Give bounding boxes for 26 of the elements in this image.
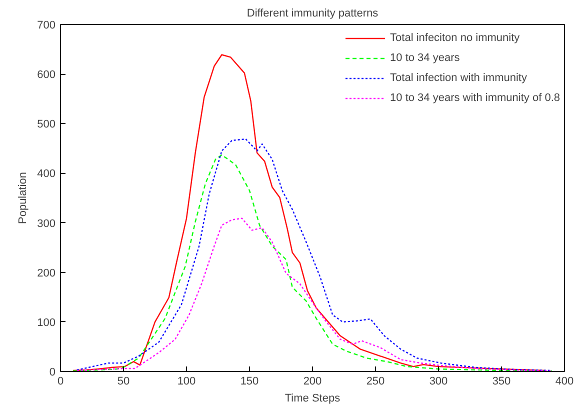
y-tick-label: 400 <box>37 168 56 180</box>
x-tick-label: 350 <box>492 376 511 388</box>
line-series <box>76 218 552 372</box>
x-tick-label: 50 <box>117 376 130 388</box>
legend-label: 10 to 34 years with immunity of 0.8 <box>390 92 560 104</box>
y-axis-title: Population <box>17 172 30 224</box>
x-tick-label: 150 <box>240 376 259 388</box>
legend-label: Total infection with immunity <box>390 72 527 84</box>
chart-title: Different immunity patterns <box>246 8 379 20</box>
legend-label: 10 to 34 years <box>390 52 460 64</box>
x-tick-label: 300 <box>429 376 448 388</box>
y-tick-label: 100 <box>37 316 56 329</box>
y-tick-label: 200 <box>37 267 56 280</box>
x-axis-title: Time Steps <box>284 392 341 404</box>
y-tick-label: 300 <box>37 218 56 230</box>
line-series <box>72 54 546 372</box>
y-tick-label: 700 <box>37 20 56 32</box>
x-tick-label: 100 <box>177 376 196 388</box>
y-tick-label: 500 <box>37 118 56 131</box>
legend-label: Total infeciton no immunity <box>390 32 520 44</box>
x-tick-label: 400 <box>555 376 574 388</box>
y-tick-label: 600 <box>37 69 56 82</box>
x-tick-label: 250 <box>366 376 385 388</box>
x-tick-label: 0 <box>57 376 64 388</box>
x-tick-label: 200 <box>303 376 322 388</box>
y-tick-label: 0 <box>49 366 56 378</box>
